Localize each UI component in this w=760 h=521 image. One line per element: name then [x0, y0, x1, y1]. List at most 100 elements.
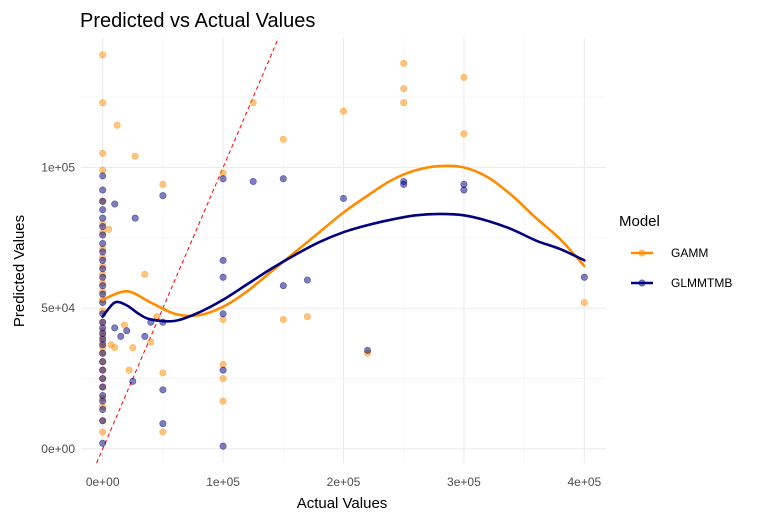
- point-glmmtmb: [99, 239, 107, 247]
- point-glmmtmb: [99, 197, 107, 205]
- point-glmmtmb: [219, 273, 227, 281]
- point-gamm: [129, 344, 137, 352]
- point-glmmtmb: [99, 248, 107, 256]
- point-gamm: [99, 428, 107, 436]
- grid: [81, 38, 606, 463]
- point-gamm: [141, 270, 149, 278]
- point-gamm: [159, 369, 167, 377]
- point-glmmtmb: [99, 282, 107, 290]
- point-gamm: [99, 99, 107, 107]
- point-gamm: [99, 149, 107, 157]
- smooth-lines-group: [101, 164, 586, 323]
- point-glmmtmb: [111, 324, 119, 332]
- point-gamm: [279, 135, 287, 143]
- point-glmmtmb: [99, 397, 107, 405]
- legend-label-glmmtmb: GLMMTMB: [671, 276, 732, 290]
- point-gamm: [460, 130, 468, 138]
- point-gamm: [105, 225, 113, 233]
- legend-key-point-gamm: [638, 249, 646, 257]
- legend-key-point-glmmtmb: [638, 279, 646, 287]
- point-glmmtmb: [99, 172, 107, 180]
- point-glmmtmb: [99, 349, 107, 357]
- smooth-line-glmmtmb: [101, 212, 586, 323]
- point-glmmtmb: [99, 366, 107, 374]
- legend-title: Model: [619, 213, 660, 230]
- y-tick-label: 1e+05: [41, 160, 75, 174]
- chart-title: Predicted vs Actual Values: [80, 10, 315, 32]
- points-group: [99, 51, 588, 450]
- reference-line: [96, 37, 279, 464]
- smooth-line-gamm: [101, 164, 586, 318]
- point-glmmtmb: [99, 186, 107, 194]
- point-gamm: [125, 366, 133, 374]
- point-gamm: [219, 397, 227, 405]
- point-glmmtmb: [249, 178, 257, 186]
- point-glmmtmb: [279, 282, 287, 290]
- point-glmmtmb: [117, 332, 125, 340]
- x-tick-label: 3e+05: [447, 475, 481, 489]
- x-axis-ticks: 0e+00 1e+05 2e+05 3e+05 4e+05: [86, 475, 602, 489]
- point-gamm: [99, 51, 107, 59]
- point-glmmtmb: [99, 375, 107, 383]
- x-axis-title: Actual Values: [297, 495, 388, 512]
- x-tick-label: 1e+05: [206, 475, 240, 489]
- point-glmmtmb: [364, 346, 372, 354]
- point-gamm: [113, 121, 121, 129]
- x-tick-label: 4e+05: [567, 475, 601, 489]
- point-gamm: [279, 315, 287, 323]
- point-glmmtmb: [141, 332, 149, 340]
- point-glmmtmb: [99, 383, 107, 391]
- legend-label-gamm: GAMM: [671, 246, 708, 260]
- point-glmmtmb: [99, 206, 107, 214]
- point-gamm: [219, 375, 227, 383]
- point-glmmtmb: [99, 417, 107, 425]
- point-gamm: [159, 180, 167, 188]
- point-gamm: [339, 107, 347, 115]
- y-tick-label: 5e+04: [41, 301, 75, 315]
- legend-items: GAMM GLMMTMB: [631, 246, 732, 290]
- point-glmmtmb: [99, 341, 107, 349]
- point-gamm: [460, 73, 468, 81]
- point-gamm: [580, 299, 588, 307]
- legend: Model GAMM GLMMTMB: [619, 213, 732, 290]
- point-glmmtmb: [99, 256, 107, 264]
- point-glmmtmb: [460, 186, 468, 194]
- point-gamm: [400, 85, 408, 93]
- point-gamm: [147, 338, 155, 346]
- point-glmmtmb: [159, 386, 167, 394]
- reference-line-group: [96, 37, 279, 464]
- point-glmmtmb: [219, 256, 227, 264]
- point-glmmtmb: [99, 439, 107, 447]
- point-glmmtmb: [99, 273, 107, 281]
- point-glmmtmb: [99, 223, 107, 231]
- point-glmmtmb: [99, 290, 107, 298]
- point-glmmtmb: [99, 358, 107, 366]
- y-tick-label: 0e+00: [41, 442, 75, 456]
- point-gamm: [303, 313, 311, 321]
- point-glmmtmb: [219, 442, 227, 450]
- point-gamm: [131, 152, 139, 160]
- point-glmmtmb: [219, 310, 227, 318]
- point-glmmtmb: [99, 231, 107, 239]
- point-glmmtmb: [279, 175, 287, 183]
- point-glmmtmb: [111, 200, 119, 208]
- point-gamm: [249, 99, 257, 107]
- point-glmmtmb: [339, 194, 347, 202]
- point-gamm: [400, 99, 408, 107]
- y-axis-ticks: 0e+00 5e+04 1e+05: [41, 160, 75, 455]
- point-glmmtmb: [123, 327, 131, 335]
- point-gamm: [159, 428, 167, 436]
- x-tick-label: 2e+05: [327, 475, 361, 489]
- point-glmmtmb: [219, 366, 227, 374]
- point-glmmtmb: [580, 273, 588, 281]
- y-axis-title: Predicted Values: [11, 215, 28, 327]
- point-gamm: [400, 59, 408, 67]
- point-glmmtmb: [159, 192, 167, 200]
- point-glmmtmb: [99, 214, 107, 222]
- point-glmmtmb: [303, 276, 311, 284]
- point-glmmtmb: [219, 175, 227, 183]
- point-gamm: [111, 344, 119, 352]
- point-glmmtmb: [99, 265, 107, 273]
